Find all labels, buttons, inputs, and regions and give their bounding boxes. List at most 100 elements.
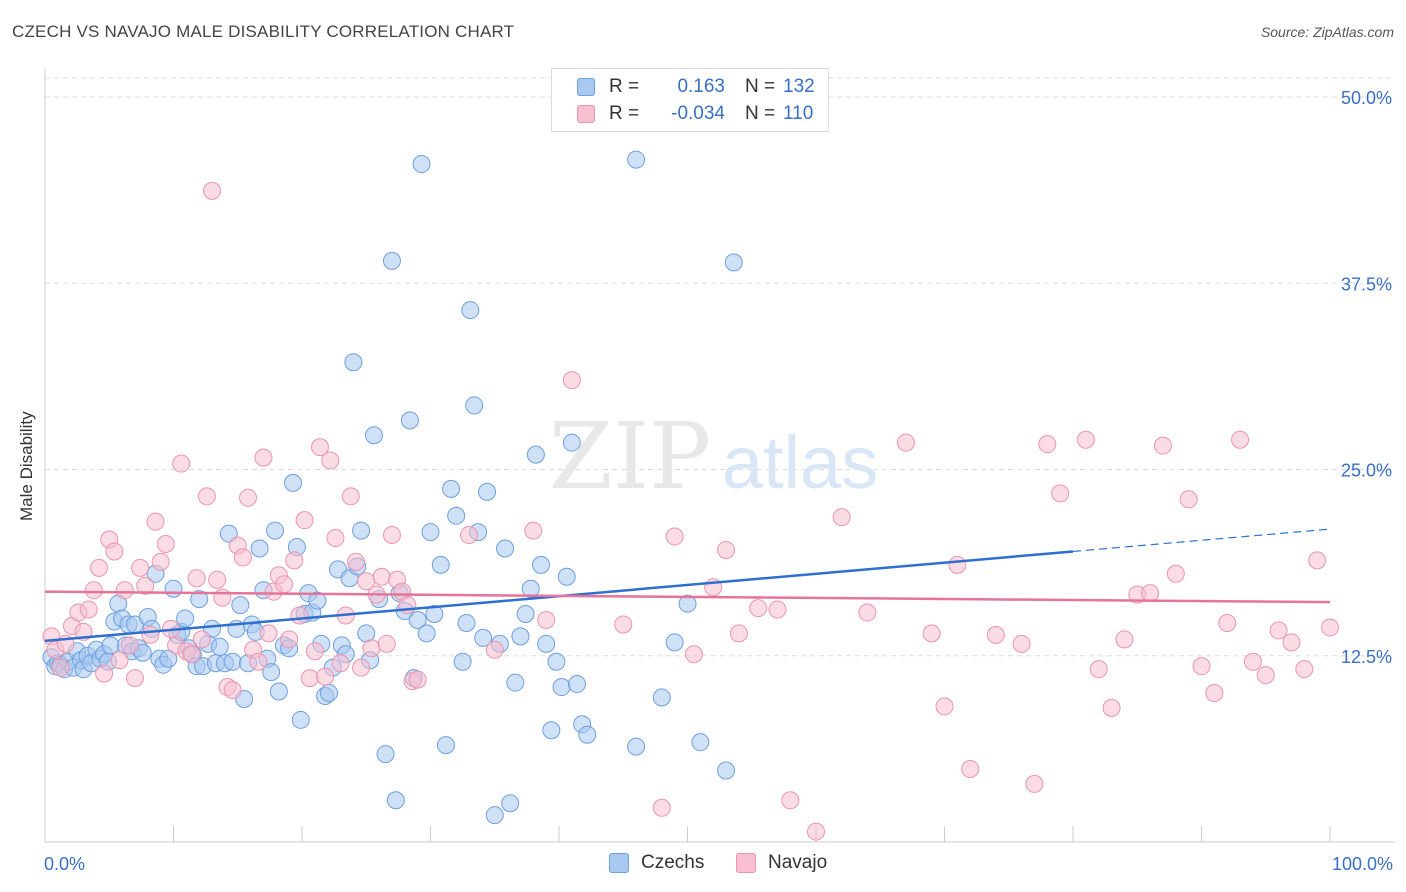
navajo-point	[377, 634, 396, 653]
navajo-point	[346, 552, 365, 571]
navajo-point	[717, 540, 736, 559]
czechs-point	[465, 396, 484, 415]
czechs-point	[537, 634, 556, 653]
navajo-point	[136, 576, 155, 595]
navajo-point	[156, 535, 175, 553]
czechs-point	[457, 613, 476, 632]
navajo-point	[131, 558, 150, 577]
navajo-point	[1076, 430, 1095, 449]
navajo-point	[233, 548, 252, 567]
navajo-point	[203, 181, 222, 200]
czechs-point	[453, 652, 472, 671]
navajo-point	[1115, 630, 1134, 649]
legend-row-navajo: R = -0.034 N = 110	[552, 101, 813, 127]
czechs-point	[652, 688, 671, 707]
legend-item-czechs[interactable]: Czechs	[609, 852, 704, 874]
czechs-swatch	[577, 78, 595, 96]
navajo-point	[807, 822, 825, 841]
navajo-point	[1205, 684, 1224, 702]
navajo-point	[935, 697, 954, 716]
czechs-point	[511, 627, 530, 646]
czechs-point	[386, 791, 405, 810]
grid-lines	[45, 77, 1395, 657]
navajo-point	[832, 508, 851, 527]
navajo-point	[141, 625, 160, 644]
czechs-point	[291, 710, 310, 729]
navajo-point	[352, 658, 371, 677]
navajo-point	[120, 636, 139, 655]
r-label: R =	[609, 103, 640, 124]
czechs-point	[578, 725, 597, 744]
navajo-trend-line	[44, 590, 1331, 604]
czechs-point	[176, 609, 195, 628]
navajo-point	[1231, 430, 1250, 449]
navajo-point	[652, 798, 671, 817]
navajo-point	[1282, 633, 1301, 652]
czechs-r-value: 0.163	[677, 76, 725, 97]
watermark-atlas: atlas	[722, 421, 878, 504]
czechs-point	[425, 605, 444, 624]
navajo-point	[922, 624, 941, 643]
r-label: R =	[609, 76, 640, 97]
czechs-legend-swatch	[609, 853, 629, 873]
czechs-point	[532, 555, 551, 574]
czechs-point	[506, 673, 525, 692]
navajo-point	[684, 645, 703, 664]
czechs-point	[562, 433, 581, 452]
czechs-point	[724, 253, 743, 272]
navajo-point	[295, 511, 314, 530]
navajo-point	[408, 670, 427, 689]
czechs-point	[627, 737, 646, 756]
navajo-point	[321, 451, 340, 470]
legend-row-czechs: R = 0.163 N = 132	[552, 74, 815, 100]
watermark-zip: ZIP	[549, 403, 711, 510]
navajo-point	[524, 521, 543, 540]
navajo-point	[986, 625, 1005, 644]
czechs-point	[159, 649, 178, 668]
navajo-point	[1295, 660, 1314, 679]
czechs-point	[364, 426, 383, 445]
navajo-point	[1025, 774, 1044, 793]
navajo-point	[280, 630, 299, 649]
navajo-point	[1179, 490, 1198, 509]
x-tick-label: 100.0%	[1332, 854, 1393, 874]
czechs-point	[417, 624, 436, 643]
navajo-point	[182, 645, 201, 664]
watermark: ZIP atlas	[549, 403, 878, 510]
navajo-r-value: -0.034	[671, 103, 725, 124]
czechs-point	[319, 684, 338, 702]
y-tick-label: 50.0%	[1341, 88, 1392, 108]
navajo-point	[1243, 652, 1262, 671]
navajo-point	[51, 658, 70, 677]
navajo-point	[1089, 660, 1108, 679]
czechs-point	[557, 567, 576, 586]
navajo-point	[1012, 634, 1031, 653]
navajo-point	[172, 454, 191, 473]
y-axis-label: Male Disability	[17, 411, 36, 521]
navajo-point	[372, 567, 391, 586]
navajo-point	[1153, 436, 1172, 455]
x-tick-label: 0.0%	[44, 854, 85, 874]
czechs-point	[376, 745, 395, 764]
navajo-point	[84, 581, 103, 600]
navajo-point	[197, 487, 216, 506]
tick-labels: 12.5% 25.0% 37.5% 50.0% 0.0% 100.0%	[44, 88, 1393, 874]
legend-item-navajo[interactable]: Navajo	[736, 852, 827, 874]
navajo-point	[213, 588, 232, 607]
czechs-point	[421, 523, 440, 542]
navajo-point	[290, 606, 309, 625]
navajo-point	[961, 759, 980, 778]
navajo-point	[187, 569, 206, 588]
navajo-point	[362, 639, 381, 658]
navajo-legend-swatch	[736, 853, 756, 873]
czechs-point	[412, 155, 431, 174]
navajo-point	[1321, 618, 1339, 637]
navajo-point	[614, 615, 633, 634]
czechs-point	[567, 675, 586, 694]
navajo-point	[285, 551, 304, 570]
navajo-point	[729, 624, 748, 643]
navajo-legend-label: Navajo	[768, 852, 828, 873]
navajo-point	[948, 555, 967, 574]
navajo-point	[749, 599, 768, 618]
navajo-swatch	[577, 105, 595, 123]
